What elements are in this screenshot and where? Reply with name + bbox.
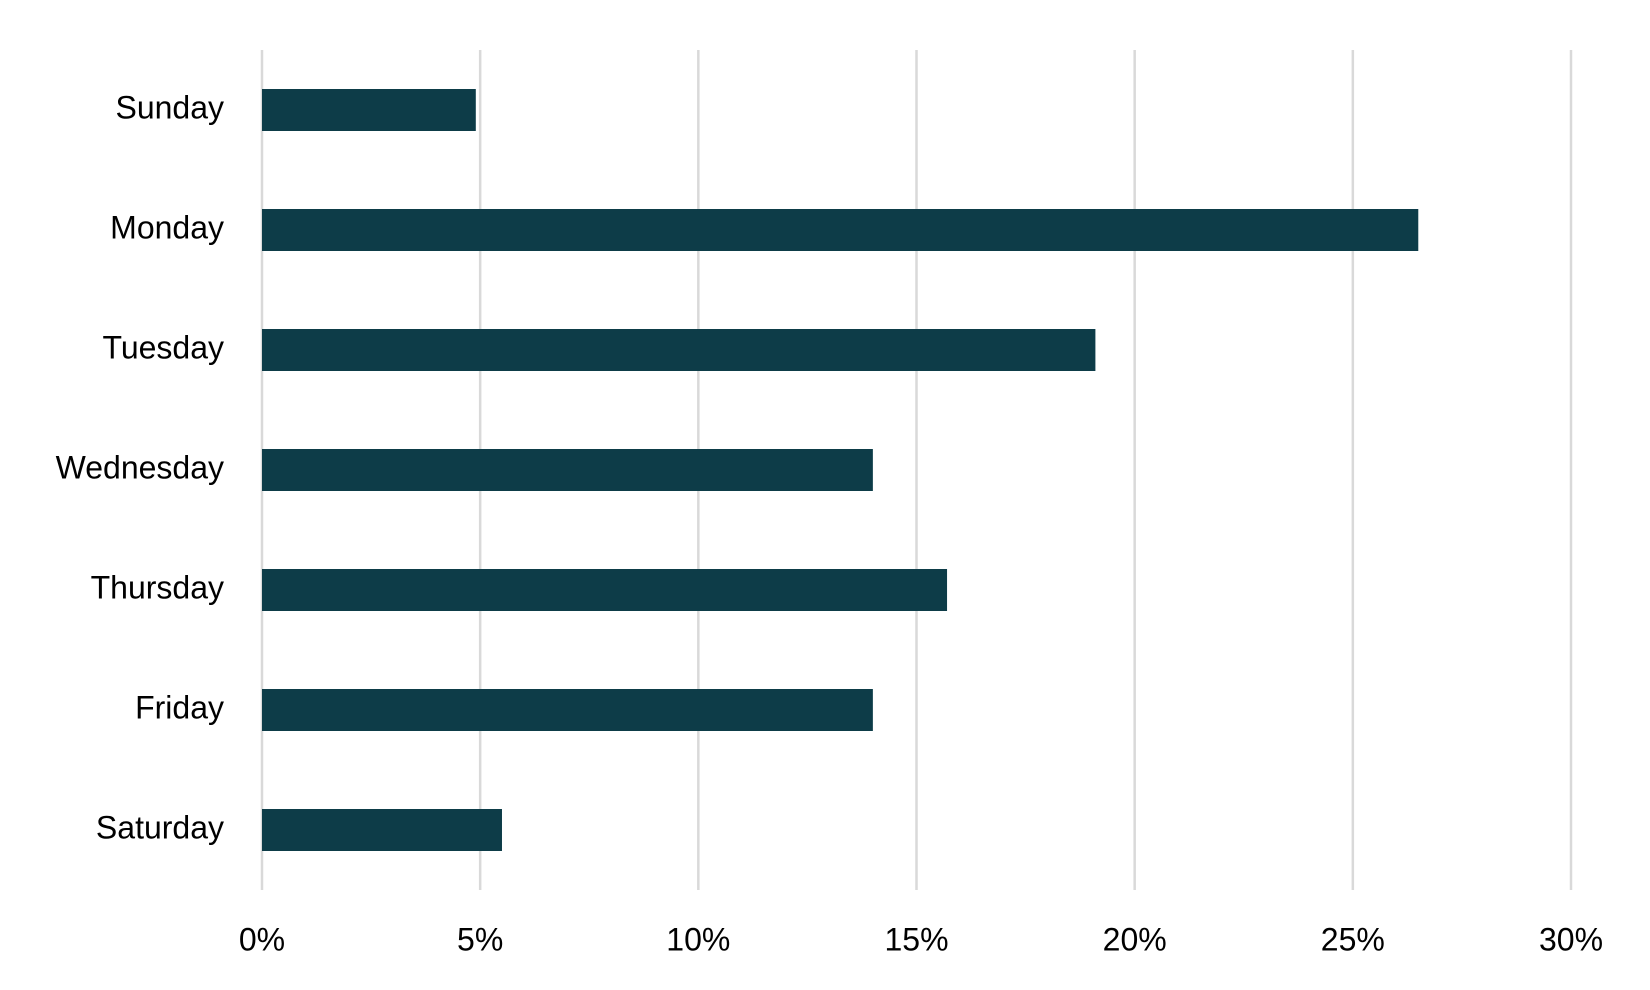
x-tick-label: 25% — [1321, 921, 1385, 957]
y-tick-label: Saturday — [96, 809, 224, 845]
x-tick-label: 20% — [1103, 921, 1167, 957]
bar — [262, 89, 476, 131]
bar — [262, 689, 873, 731]
x-tick-label: 5% — [457, 921, 503, 957]
y-tick-label: Monday — [110, 209, 224, 245]
x-tick-label: 0% — [239, 921, 285, 957]
y-tick-label: Friday — [135, 689, 224, 725]
y-tick-label: Wednesday — [56, 449, 224, 485]
x-tick-label: 15% — [884, 921, 948, 957]
y-tick-label: Thursday — [91, 569, 224, 605]
bar — [262, 209, 1419, 251]
y-tick-label: Sunday — [115, 89, 224, 125]
x-tick-label: 10% — [666, 921, 730, 957]
y-tick-label: Tuesday — [102, 329, 224, 365]
bar — [262, 809, 502, 851]
x-tick-label: 30% — [1539, 921, 1603, 957]
bar — [262, 449, 873, 491]
bar — [262, 329, 1096, 371]
bar — [262, 569, 948, 611]
